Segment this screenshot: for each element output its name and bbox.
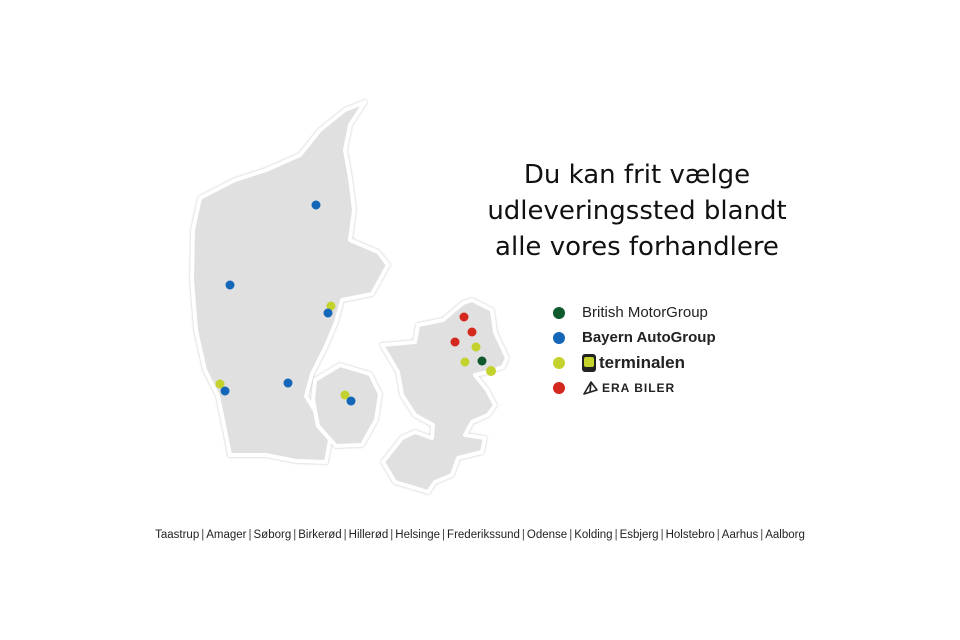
dealer-marker [471, 342, 481, 352]
separator: | [442, 529, 446, 541]
separator: | [390, 529, 394, 541]
separator: | [521, 529, 525, 541]
city-list: Taastrup | Amager | Søborg | Birkerød | Hillerød… [0, 529, 960, 541]
legend-label: Bayern AutoGroup [582, 329, 716, 346]
headline-line-3: alle vores forhandlere [495, 232, 779, 262]
separator: | [201, 529, 205, 541]
city-name: Esbjerg [619, 529, 659, 541]
city-name: Amager [206, 529, 247, 541]
city-name: Odense [526, 529, 568, 541]
separator: | [293, 529, 297, 541]
city-name: Holstebro [665, 529, 715, 541]
legend-dot-red [553, 381, 565, 394]
dealer-marker [311, 200, 321, 210]
separator: | [660, 529, 664, 541]
era-biler-logo-icon [583, 380, 598, 395]
legend-dot-yellow [553, 356, 565, 369]
legend-label: British MotorGroup [582, 304, 708, 321]
legend-item-terminalen: terminalen [553, 350, 716, 375]
legend-label: ERA BILER [602, 380, 676, 395]
headline-line-1: Du kan frit vælge [523, 160, 751, 190]
headline: Du kan frit vælge udleveringssted blandt… [457, 157, 817, 265]
separator: | [760, 529, 764, 541]
region-funen [311, 363, 382, 448]
dealer-legend: British MotorGroup Bayern AutoGroup term… [553, 300, 716, 400]
terminalen-logo-icon [582, 353, 596, 372]
dealer-marker [486, 366, 496, 376]
dealer-marker [340, 390, 350, 400]
region-zealand [380, 298, 509, 494]
dealer-marker [459, 312, 469, 322]
dealer-marker [220, 386, 230, 396]
dealer-marker [467, 327, 477, 337]
dealer-marker [215, 379, 225, 389]
dealer-marker [477, 356, 487, 366]
legend-item-era-biler: ERA BILER [553, 375, 716, 400]
dealer-marker [326, 301, 336, 311]
dealer-marker [225, 280, 235, 290]
legend-dot-blue [553, 331, 565, 344]
legend-label: terminalen [599, 352, 685, 372]
city-name: Søborg [253, 529, 292, 541]
headline-line-2: udleveringssted blandt [487, 196, 787, 226]
city-name: Birkerød [298, 529, 342, 541]
dealer-marker [450, 337, 460, 347]
city-name: Aalborg [765, 529, 805, 541]
separator: | [569, 529, 573, 541]
dealer-marker [346, 396, 356, 406]
dealer-marker [460, 357, 470, 367]
legend-item-bayern-autogroup: Bayern AutoGroup [553, 325, 716, 350]
legend-dot-green [553, 306, 565, 319]
dealer-marker [283, 378, 293, 388]
city-name: Kolding [574, 529, 613, 541]
legend-item-british-motorgroup: British MotorGroup [553, 300, 716, 325]
separator: | [343, 529, 347, 541]
city-name: Taastrup [155, 529, 200, 541]
city-name: Aarhus [721, 529, 759, 541]
region-jutland [190, 100, 390, 464]
city-name: Helsinge [395, 529, 441, 541]
dealer-marker [323, 308, 333, 318]
separator: | [614, 529, 618, 541]
city-name: Hillerød [348, 529, 389, 541]
separator: | [716, 529, 720, 541]
separator: | [248, 529, 252, 541]
city-name: Frederikssund [447, 529, 520, 541]
